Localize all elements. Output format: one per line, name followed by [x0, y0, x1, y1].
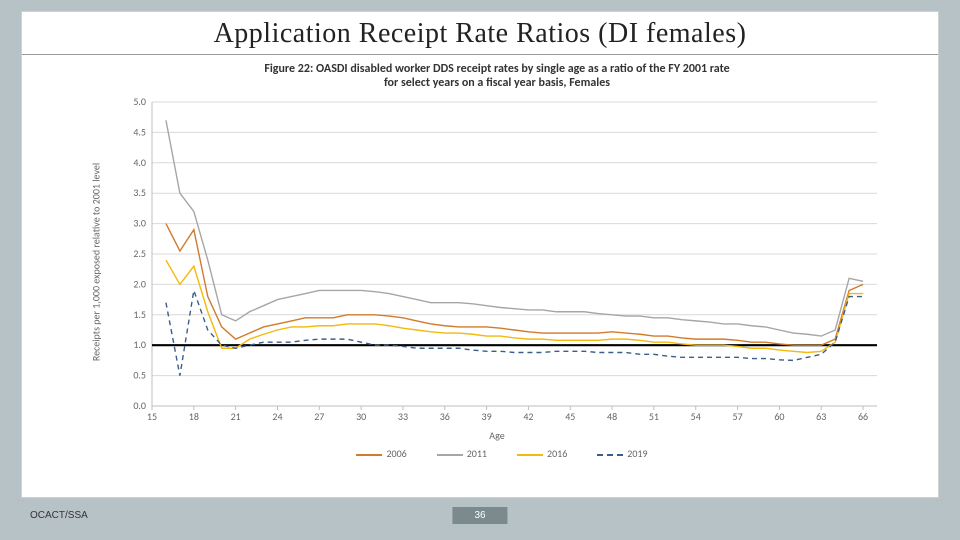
- figure-caption-line2: for select years on a fiscal year basis,…: [384, 76, 610, 90]
- chart-container: Figure 22: OASDI disabled worker DDS rec…: [102, 62, 892, 462]
- svg-text:45: 45: [565, 410, 575, 423]
- svg-text:39: 39: [482, 410, 492, 423]
- svg-text:24: 24: [272, 410, 282, 423]
- figure-caption-line1: Figure 22: OASDI disabled worker DDS rec…: [264, 62, 729, 76]
- svg-text:48: 48: [607, 410, 617, 423]
- svg-text:15: 15: [147, 410, 157, 423]
- svg-text:60: 60: [774, 410, 784, 423]
- svg-text:0.0: 0.0: [133, 399, 146, 412]
- svg-text:33: 33: [398, 410, 408, 423]
- svg-text:4.0: 4.0: [133, 156, 146, 169]
- title-divider: [22, 54, 938, 55]
- svg-text:2.0: 2.0: [133, 277, 146, 290]
- svg-text:3.0: 3.0: [133, 217, 146, 230]
- y-axis-label: Receipts per 1,000 exposed relative to 2…: [90, 163, 103, 361]
- svg-text:63: 63: [816, 410, 826, 423]
- svg-text:66: 66: [858, 410, 868, 423]
- svg-text:42: 42: [523, 410, 533, 423]
- page-number-badge: 36: [452, 507, 507, 524]
- svg-text:27: 27: [314, 410, 324, 423]
- slide-title: Application Receipt Rate Ratios (DI fema…: [22, 12, 938, 50]
- svg-text:36: 36: [440, 410, 450, 423]
- figure-caption: Figure 22: OASDI disabled worker DDS rec…: [102, 62, 892, 91]
- svg-text:1.0: 1.0: [133, 338, 146, 351]
- x-axis-label: Age: [102, 429, 892, 442]
- svg-text:3.5: 3.5: [133, 186, 146, 199]
- footer-source: OCACT/SSA: [30, 510, 88, 521]
- svg-text:18: 18: [189, 410, 199, 423]
- svg-text:0.5: 0.5: [133, 369, 146, 382]
- slide-card: Application Receipt Rate Ratios (DI fema…: [22, 12, 938, 497]
- svg-text:4.5: 4.5: [133, 125, 146, 138]
- svg-text:1.5: 1.5: [133, 308, 146, 321]
- svg-text:51: 51: [649, 410, 659, 423]
- svg-text:30: 30: [356, 410, 366, 423]
- line-chart: 0.0 0.5 1.0 1.5 2.0 2.5 3.0 3.5 4.0 4.5 5.0 15 18 21 2…: [102, 62, 892, 462]
- svg-text:21: 21: [231, 410, 241, 423]
- svg-text:2.5: 2.5: [133, 247, 146, 260]
- slide-footer: OCACT/SSA 36: [22, 504, 938, 526]
- svg-text:5.0: 5.0: [133, 95, 146, 108]
- svg-text:57: 57: [733, 410, 743, 423]
- svg-text:54: 54: [691, 410, 701, 423]
- chart-legend: 2006201120162019: [102, 447, 892, 460]
